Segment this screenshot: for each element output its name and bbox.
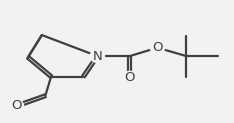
Text: O: O: [124, 71, 135, 84]
Text: N: N: [92, 50, 102, 63]
Text: O: O: [11, 100, 22, 112]
Text: O: O: [152, 41, 163, 54]
Ellipse shape: [9, 100, 24, 112]
Ellipse shape: [90, 50, 104, 62]
Ellipse shape: [150, 41, 165, 54]
Ellipse shape: [123, 71, 137, 84]
